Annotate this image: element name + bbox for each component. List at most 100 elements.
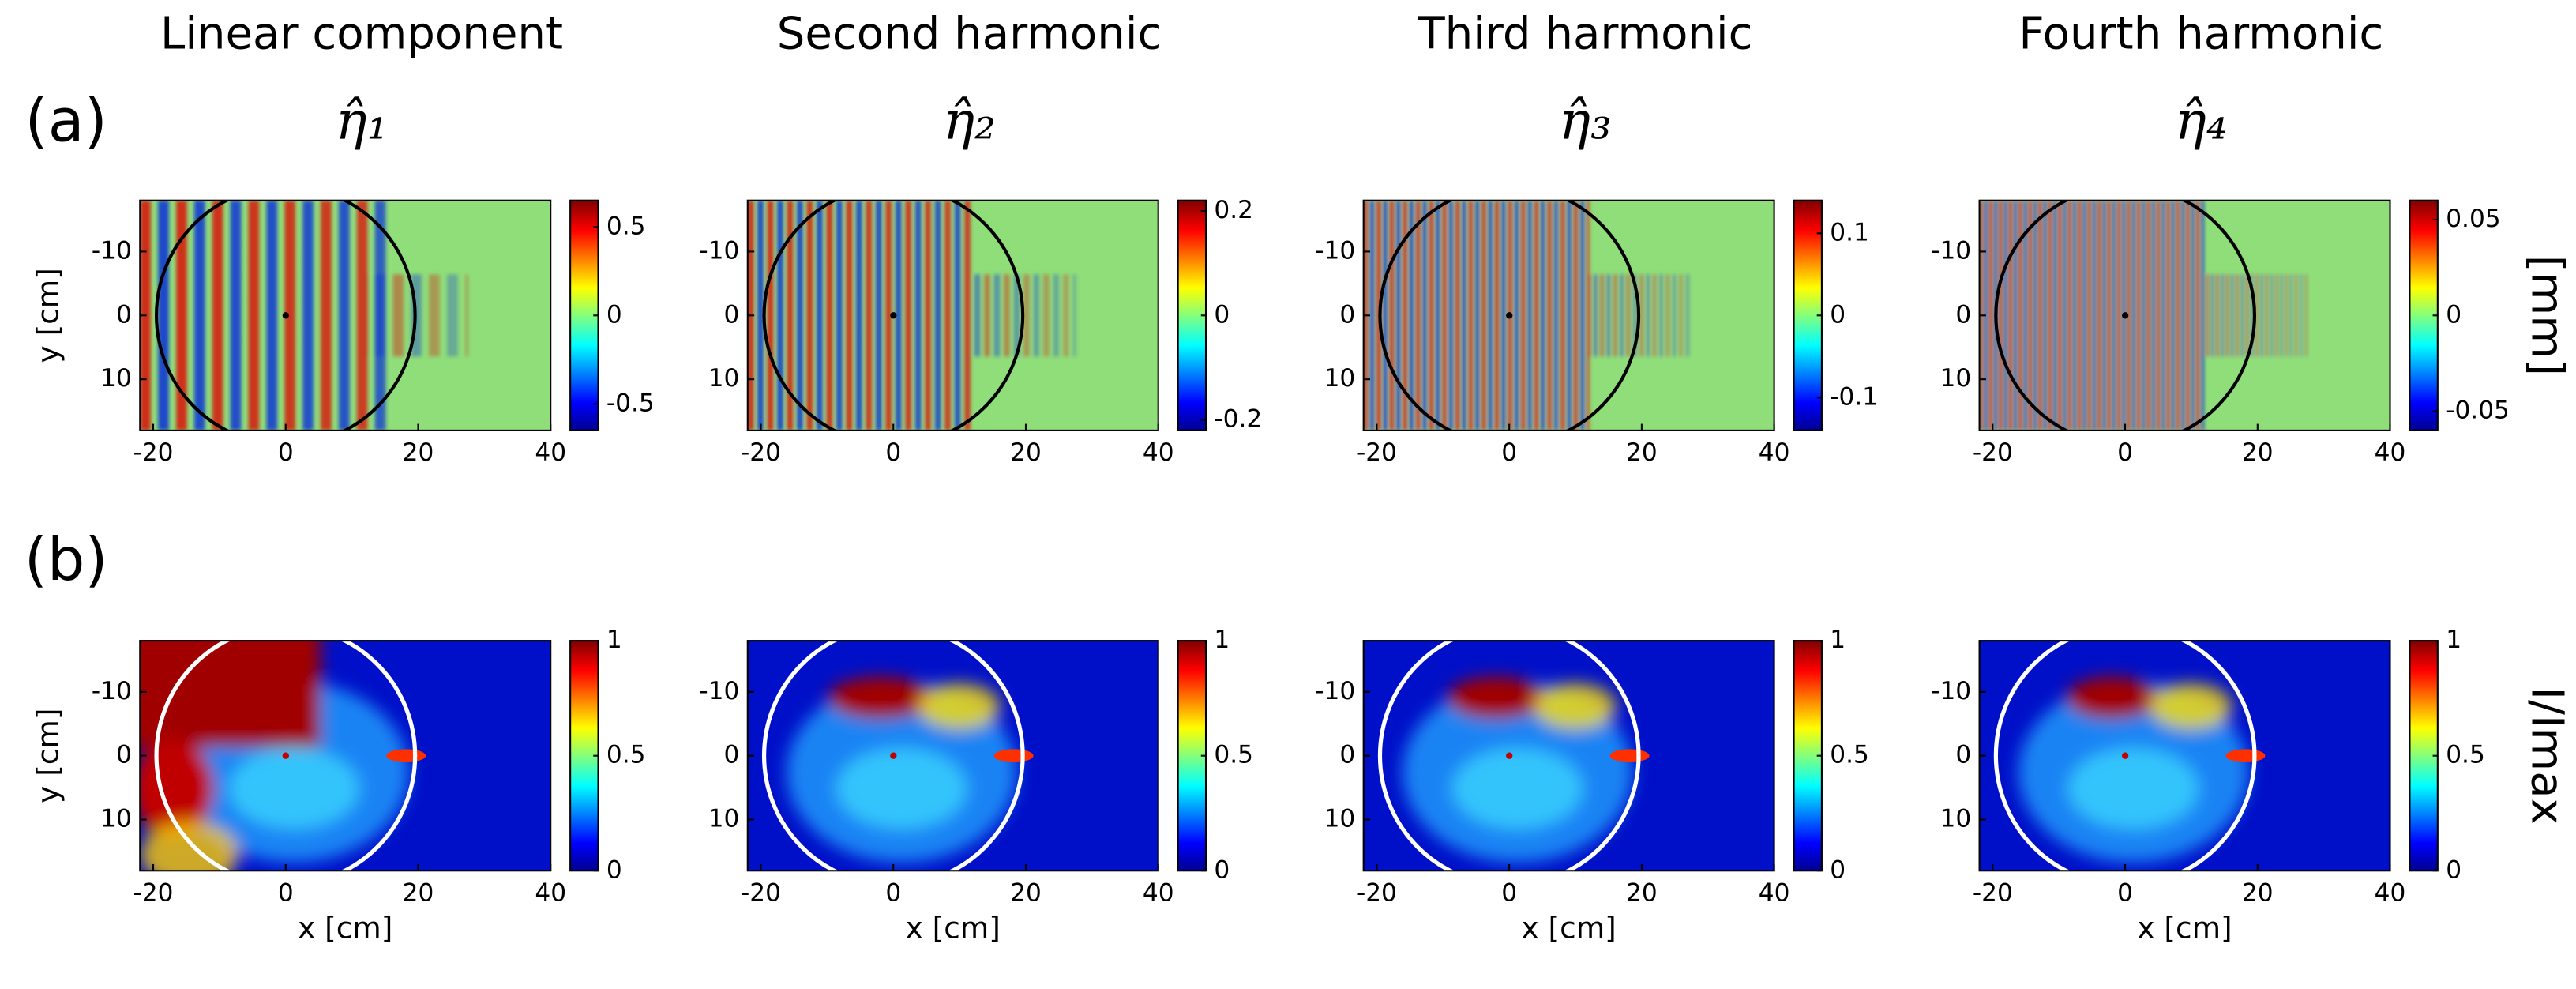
y-tick-label: -10 [699,677,739,705]
x-tick-label: 20 [2242,438,2274,467]
y-tick-label: 10 [1324,364,1356,393]
y-tick-label: 10 [100,364,132,393]
source [2121,752,2129,759]
source [282,312,290,319]
x-tick-label: -20 [1357,878,1397,907]
x-tick-label: 20 [403,878,434,907]
x-tick-label: 40 [535,438,566,467]
column-title: Third harmonic [1417,8,1752,59]
colorbar-tick-label: 0 [1214,300,1230,329]
x-tick-label: -20 [1357,438,1397,467]
y-tick-label: 10 [708,805,740,833]
hot-spot [2225,749,2266,762]
hot-spot [386,749,426,762]
field [1363,200,1774,431]
colorbar-tick-label: 0.5 [606,212,646,240]
wave-band [140,200,387,431]
colorbar-tick-label: 0.5 [1830,741,1869,769]
colorbar-tick-label: 0.5 [606,741,646,769]
colorbar-tick-label: 0 [1830,856,1846,884]
x-tick-label: 40 [2375,878,2406,907]
source [282,752,290,759]
field-circle [1994,200,2256,431]
colorbar-tick-label: 0.2 [1214,196,1253,224]
wave [1979,200,2308,431]
blob [1451,747,1583,830]
field [747,641,1158,871]
colorbar-tick-label: 0 [606,300,622,329]
column-symbol: η̂₃ [1559,90,1612,152]
blob [1447,676,1545,720]
blob [918,683,1001,730]
wave-tail [366,274,469,357]
panel-label: (a) [25,87,107,156]
blob [836,747,967,830]
x-axis-label: x [cm] [298,911,392,946]
column-symbol: η̂₁ [336,90,389,152]
y-tick-label: 0 [1955,741,1971,769]
y-tick-label: 10 [708,364,740,393]
field [1363,641,1774,871]
x-tick-label: 0 [885,438,901,467]
wave [1363,200,1692,431]
colorbar-tick-label: 0.5 [1214,741,1253,769]
x-tick-label: -20 [741,878,781,907]
y-tick-label: 0 [724,300,740,329]
blob [228,747,360,830]
colorbar-tick-label: 0.05 [2446,205,2500,233]
y-tick-label: 0 [1339,300,1355,329]
x-tick-label: 0 [278,438,294,467]
wave-band [1979,200,2206,431]
x-tick-label: -20 [133,878,174,907]
colorbar-tick-label: 0 [2446,300,2461,329]
x-tick-label: 20 [1010,438,1042,467]
y-tick-label: -10 [1315,236,1355,265]
colorbar-tick-label: 0.1 [1830,218,1869,246]
field-circle [762,200,1025,431]
x-tick-label: -20 [741,438,781,467]
x-tick-label: -20 [133,438,174,467]
field [747,200,1158,431]
field-circle [155,200,417,431]
blobs [2018,676,2249,863]
column-title: Linear component [160,8,563,59]
column-symbol: η̂₄ [2175,90,2228,152]
colorbar-tick-label: 0 [606,856,622,884]
colorbar-tick-label: 0 [1830,300,1846,329]
x-tick-label: 40 [1759,438,1790,467]
source [1506,752,1513,759]
x-tick-label: 0 [2117,438,2133,467]
column-title: Second harmonic [777,8,1162,59]
colorbar-tick-label: -0.1 [1830,382,1878,411]
y-tick-label: 0 [1955,300,1971,329]
panel-label: (b) [24,525,108,594]
x-tick-label: 0 [1501,878,1517,907]
x-tick-label: 40 [2375,438,2406,467]
x-tick-label: 0 [278,878,294,907]
y-axis-label: y [cm] [30,709,65,803]
wave-band [747,200,974,431]
x-tick-label: -20 [1973,438,2013,467]
field-circle [1377,641,1641,871]
y-axis-label: y [cm] [30,268,65,363]
colorbar-tick-label: 0 [2446,856,2461,884]
x-tick-label: 0 [1501,438,1517,467]
colorbar-tick-label: 1 [1830,626,1846,654]
blobs [787,676,1017,863]
x-tick-label: 20 [1626,878,1658,907]
field [1979,200,2390,431]
colorbar-tick-label: 1 [1214,626,1230,654]
source [890,312,897,319]
wave [747,200,1076,431]
y-tick-label: 10 [1940,805,1971,833]
field-circle [1378,200,1641,431]
field [140,641,551,871]
y-tick-label: 10 [1324,805,1356,833]
field [140,200,551,431]
field-circle [1993,641,2257,871]
y-tick-label: -10 [699,236,739,265]
x-tick-label: 0 [885,878,901,907]
colorbar-tick-label: -0.05 [2446,397,2510,425]
blob [1534,683,1617,730]
source [890,752,897,759]
